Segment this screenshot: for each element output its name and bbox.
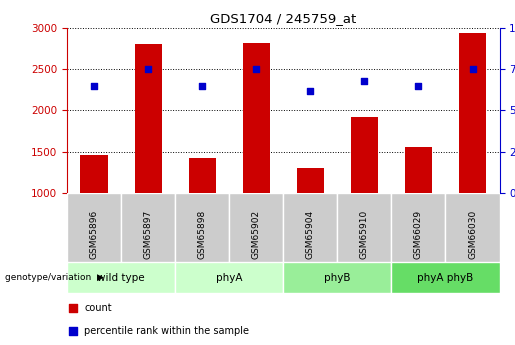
Point bbox=[469, 66, 477, 72]
Text: phyA phyB: phyA phyB bbox=[417, 273, 474, 283]
Text: phyB: phyB bbox=[324, 273, 351, 283]
Text: GSM65910: GSM65910 bbox=[360, 210, 369, 259]
Bar bbox=[351, 117, 378, 193]
Text: GSM65902: GSM65902 bbox=[252, 210, 261, 259]
Bar bbox=[391, 193, 445, 262]
Bar bbox=[283, 262, 391, 293]
Point bbox=[360, 78, 369, 83]
Bar bbox=[134, 44, 162, 193]
Point bbox=[306, 88, 314, 93]
Text: wild type: wild type bbox=[97, 273, 145, 283]
Point bbox=[70, 305, 78, 310]
Point bbox=[252, 66, 261, 72]
Bar bbox=[175, 262, 283, 293]
Point bbox=[198, 83, 206, 88]
Point bbox=[415, 83, 423, 88]
Point bbox=[90, 83, 98, 88]
Text: count: count bbox=[84, 303, 112, 313]
Bar bbox=[67, 193, 121, 262]
Bar bbox=[459, 32, 486, 193]
Bar bbox=[391, 262, 500, 293]
Bar bbox=[121, 193, 175, 262]
Bar bbox=[283, 193, 337, 262]
Text: GSM65897: GSM65897 bbox=[144, 210, 152, 259]
Bar bbox=[337, 193, 391, 262]
Bar bbox=[405, 147, 432, 193]
Text: GSM65904: GSM65904 bbox=[306, 210, 315, 259]
Bar bbox=[243, 43, 270, 193]
Bar bbox=[80, 155, 108, 193]
Title: GDS1704 / 245759_at: GDS1704 / 245759_at bbox=[210, 12, 356, 25]
Text: GSM65896: GSM65896 bbox=[90, 210, 98, 259]
Text: GSM66030: GSM66030 bbox=[468, 210, 477, 259]
Bar bbox=[445, 193, 500, 262]
Point bbox=[70, 328, 78, 333]
Text: percentile rank within the sample: percentile rank within the sample bbox=[84, 326, 249, 335]
Text: phyA: phyA bbox=[216, 273, 243, 283]
Text: GSM65898: GSM65898 bbox=[198, 210, 207, 259]
Bar bbox=[188, 158, 216, 193]
Point bbox=[144, 66, 152, 72]
Bar bbox=[175, 193, 229, 262]
Text: GSM66029: GSM66029 bbox=[414, 210, 423, 259]
Bar bbox=[229, 193, 283, 262]
Bar bbox=[297, 168, 324, 193]
Text: genotype/variation  ▶: genotype/variation ▶ bbox=[5, 273, 104, 282]
Bar bbox=[67, 262, 175, 293]
